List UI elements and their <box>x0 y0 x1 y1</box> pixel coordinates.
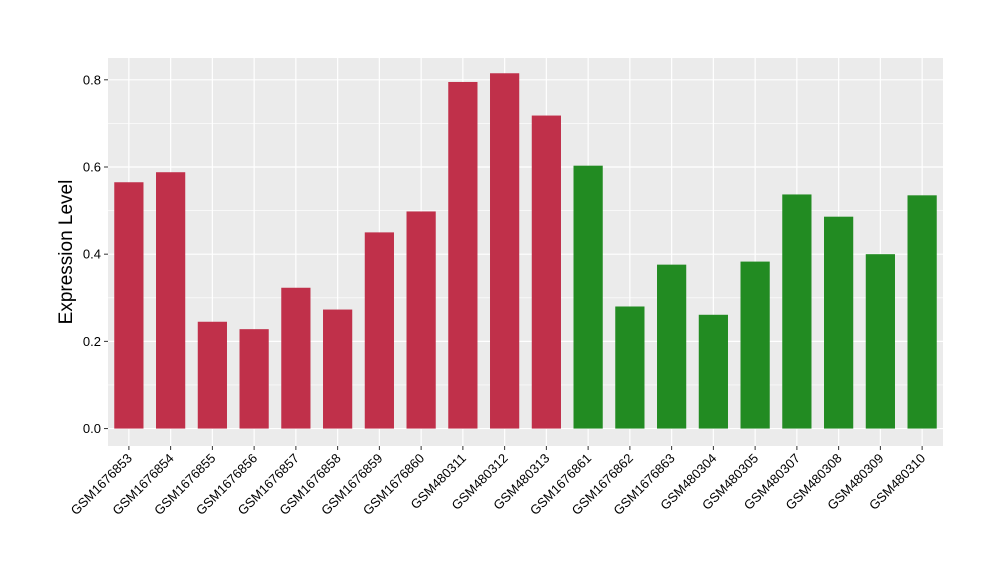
bar-GSM480305 <box>740 261 770 429</box>
y-axis: 0.0 0.2 0.4 0.6 0.8 <box>83 72 108 436</box>
bar-GSM1676860 <box>406 211 436 429</box>
bar-GSM480307 <box>782 194 812 429</box>
bar-GSM480313 <box>531 115 561 429</box>
bar-GSM480312 <box>490 73 520 429</box>
bar-GSM1676856 <box>239 329 269 429</box>
bar-GSM480308 <box>824 216 854 429</box>
y-tick-label: 0.4 <box>83 247 101 262</box>
bar-GSM480309 <box>865 254 895 429</box>
bar-GSM1676861 <box>573 165 603 429</box>
plot-panel <box>108 58 943 446</box>
bar-GSM1676854 <box>156 172 186 429</box>
bar-layer <box>114 73 937 429</box>
bar-GSM1676858 <box>323 309 353 429</box>
y-tick-label: 0.0 <box>83 421 101 436</box>
bar-GSM1676862 <box>615 306 645 429</box>
bar-GSM480310 <box>907 195 937 429</box>
bar-GSM1676863 <box>657 264 687 429</box>
y-tick-label: 0.2 <box>83 334 101 349</box>
y-tick-label: 0.6 <box>83 159 101 174</box>
bar-GSM1676855 <box>197 321 227 429</box>
x-axis: GSM1676853GSM1676854GSM1676855GSM1676856… <box>68 446 928 518</box>
y-axis-title: Expression Level <box>56 180 77 325</box>
bar-GSM480304 <box>698 314 728 429</box>
bar-GSM1676853 <box>114 182 144 429</box>
bar-GSM1676859 <box>364 232 394 429</box>
bar-GSM1676857 <box>281 287 311 429</box>
y-tick-label: 0.8 <box>83 72 101 87</box>
bar-GSM480311 <box>448 81 478 429</box>
